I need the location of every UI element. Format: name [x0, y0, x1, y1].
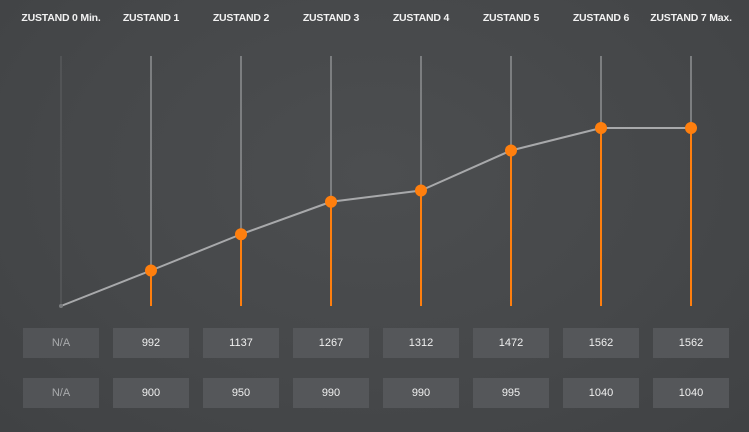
row2-cell[interactable] [113, 378, 189, 408]
state-header: ZUSTAND 0 Min. ZUSTAND 1 ZUSTAND 2 ZUSTAND … [0, 12, 749, 28]
state-handle[interactable] [235, 228, 247, 241]
state-label: ZUSTAND 5 [482, 12, 540, 24]
state-handle[interactable] [145, 264, 157, 277]
state-label: ZUSTAND 7 Max. [650, 12, 732, 24]
row1-cell[interactable] [653, 328, 729, 358]
state-label: ZUSTAND 0 Min. [21, 12, 101, 24]
state-label: ZUSTAND 3 [302, 12, 360, 24]
row1-cell[interactable] [473, 328, 549, 358]
state-handle[interactable] [415, 184, 427, 197]
state-label: ZUSTAND 4 [392, 12, 450, 24]
row2-cell[interactable] [473, 378, 549, 408]
state-curve [60, 127, 691, 307]
state-label: ZUSTAND 2 [212, 12, 270, 24]
row1-cell[interactable] [293, 328, 369, 358]
state-handle[interactable] [325, 195, 337, 208]
state-label: ZUSTAND 6 [572, 12, 630, 24]
value-row-secondary [0, 378, 749, 408]
state-handle[interactable] [505, 144, 517, 157]
row2-cell[interactable] [293, 378, 369, 408]
row1-cell [23, 328, 99, 358]
row1-cell[interactable] [383, 328, 459, 358]
row1-cell[interactable] [113, 328, 189, 358]
row1-cell[interactable] [563, 328, 639, 358]
row1-cell[interactable] [203, 328, 279, 358]
state-handle[interactable] [685, 122, 697, 134]
state-point-min [59, 304, 63, 308]
row2-cell[interactable] [203, 378, 279, 408]
state-handle[interactable] [595, 122, 607, 134]
row2-cell[interactable] [383, 378, 459, 408]
row2-cell [23, 378, 99, 408]
row2-cell[interactable] [563, 378, 639, 408]
state-label: ZUSTAND 1 [122, 12, 180, 24]
value-row-primary [0, 328, 749, 358]
state-chart [59, 56, 697, 308]
row2-cell[interactable] [653, 378, 729, 408]
